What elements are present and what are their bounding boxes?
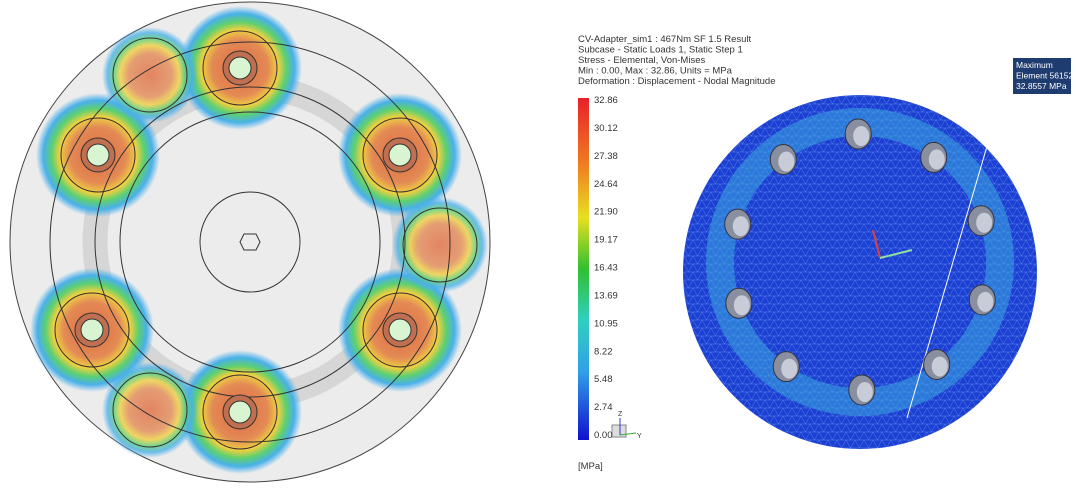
legend-label: 8.22 — [594, 346, 613, 357]
legend-label: 32.86 — [594, 95, 618, 106]
header-line: Subcase - Static Loads 1, Static Step 1 — [578, 45, 743, 56]
hole-inner — [733, 216, 749, 236]
bolt-hole — [81, 319, 103, 341]
hole-inner — [781, 359, 797, 379]
bolt-hole — [87, 144, 109, 166]
triad-label: Y — [637, 433, 642, 440]
header-line: Deformation : Displacement - Nodal Magni… — [578, 76, 775, 87]
legend-label: 0.00 — [594, 430, 613, 441]
legend-label: 24.64 — [594, 179, 618, 190]
hole-inner — [778, 152, 794, 172]
annotation-line: 32.8557 MPa — [1016, 81, 1067, 91]
triad-label: Z — [618, 411, 623, 418]
legend-label: 21.90 — [594, 207, 618, 218]
hole-inner — [929, 149, 945, 169]
triad-icon — [612, 418, 636, 437]
hole-inner — [932, 356, 948, 376]
bolt-hole — [389, 144, 411, 166]
header-line: Stress - Elemental, Von-Mises — [578, 55, 705, 66]
legend-label: 13.69 — [594, 290, 618, 301]
hole-inner — [977, 292, 993, 312]
color-bar — [578, 98, 589, 440]
hole-inner — [734, 295, 750, 315]
legend-label: 5.48 — [594, 374, 613, 385]
legend-label: 27.38 — [594, 151, 618, 162]
stress-zone — [102, 27, 198, 123]
header-line: Min : 0.00, Max : 32.86, Units = MPa — [578, 66, 733, 77]
hole-inner — [976, 213, 992, 233]
legend-label: 30.12 — [594, 123, 618, 134]
legend-label: 10.95 — [594, 318, 618, 329]
annotation-line: Maximum — [1016, 60, 1053, 70]
bolt-hole — [229, 57, 251, 79]
bolt-hole — [389, 319, 411, 341]
legend-label: 19.17 — [594, 235, 618, 246]
hole-inner — [853, 126, 869, 146]
right-model — [680, 58, 1071, 455]
legend-label: 16.43 — [594, 263, 618, 274]
viewport: CV-Adapter_sim1 : 467Nm SF 1.5 ResultSub… — [0, 0, 1076, 483]
hole-inner — [857, 382, 873, 402]
bolt-hole — [229, 401, 251, 423]
legend-label: 2.74 — [594, 402, 613, 413]
stress-zone — [392, 197, 488, 293]
stress-zone — [102, 362, 198, 458]
left-model — [10, 2, 490, 482]
legend-unit: [MPa] — [578, 461, 603, 472]
header-line: CV-Adapter_sim1 : 467Nm SF 1.5 Result — [578, 34, 752, 45]
annotation-line: Element 56152 — [1016, 71, 1073, 81]
